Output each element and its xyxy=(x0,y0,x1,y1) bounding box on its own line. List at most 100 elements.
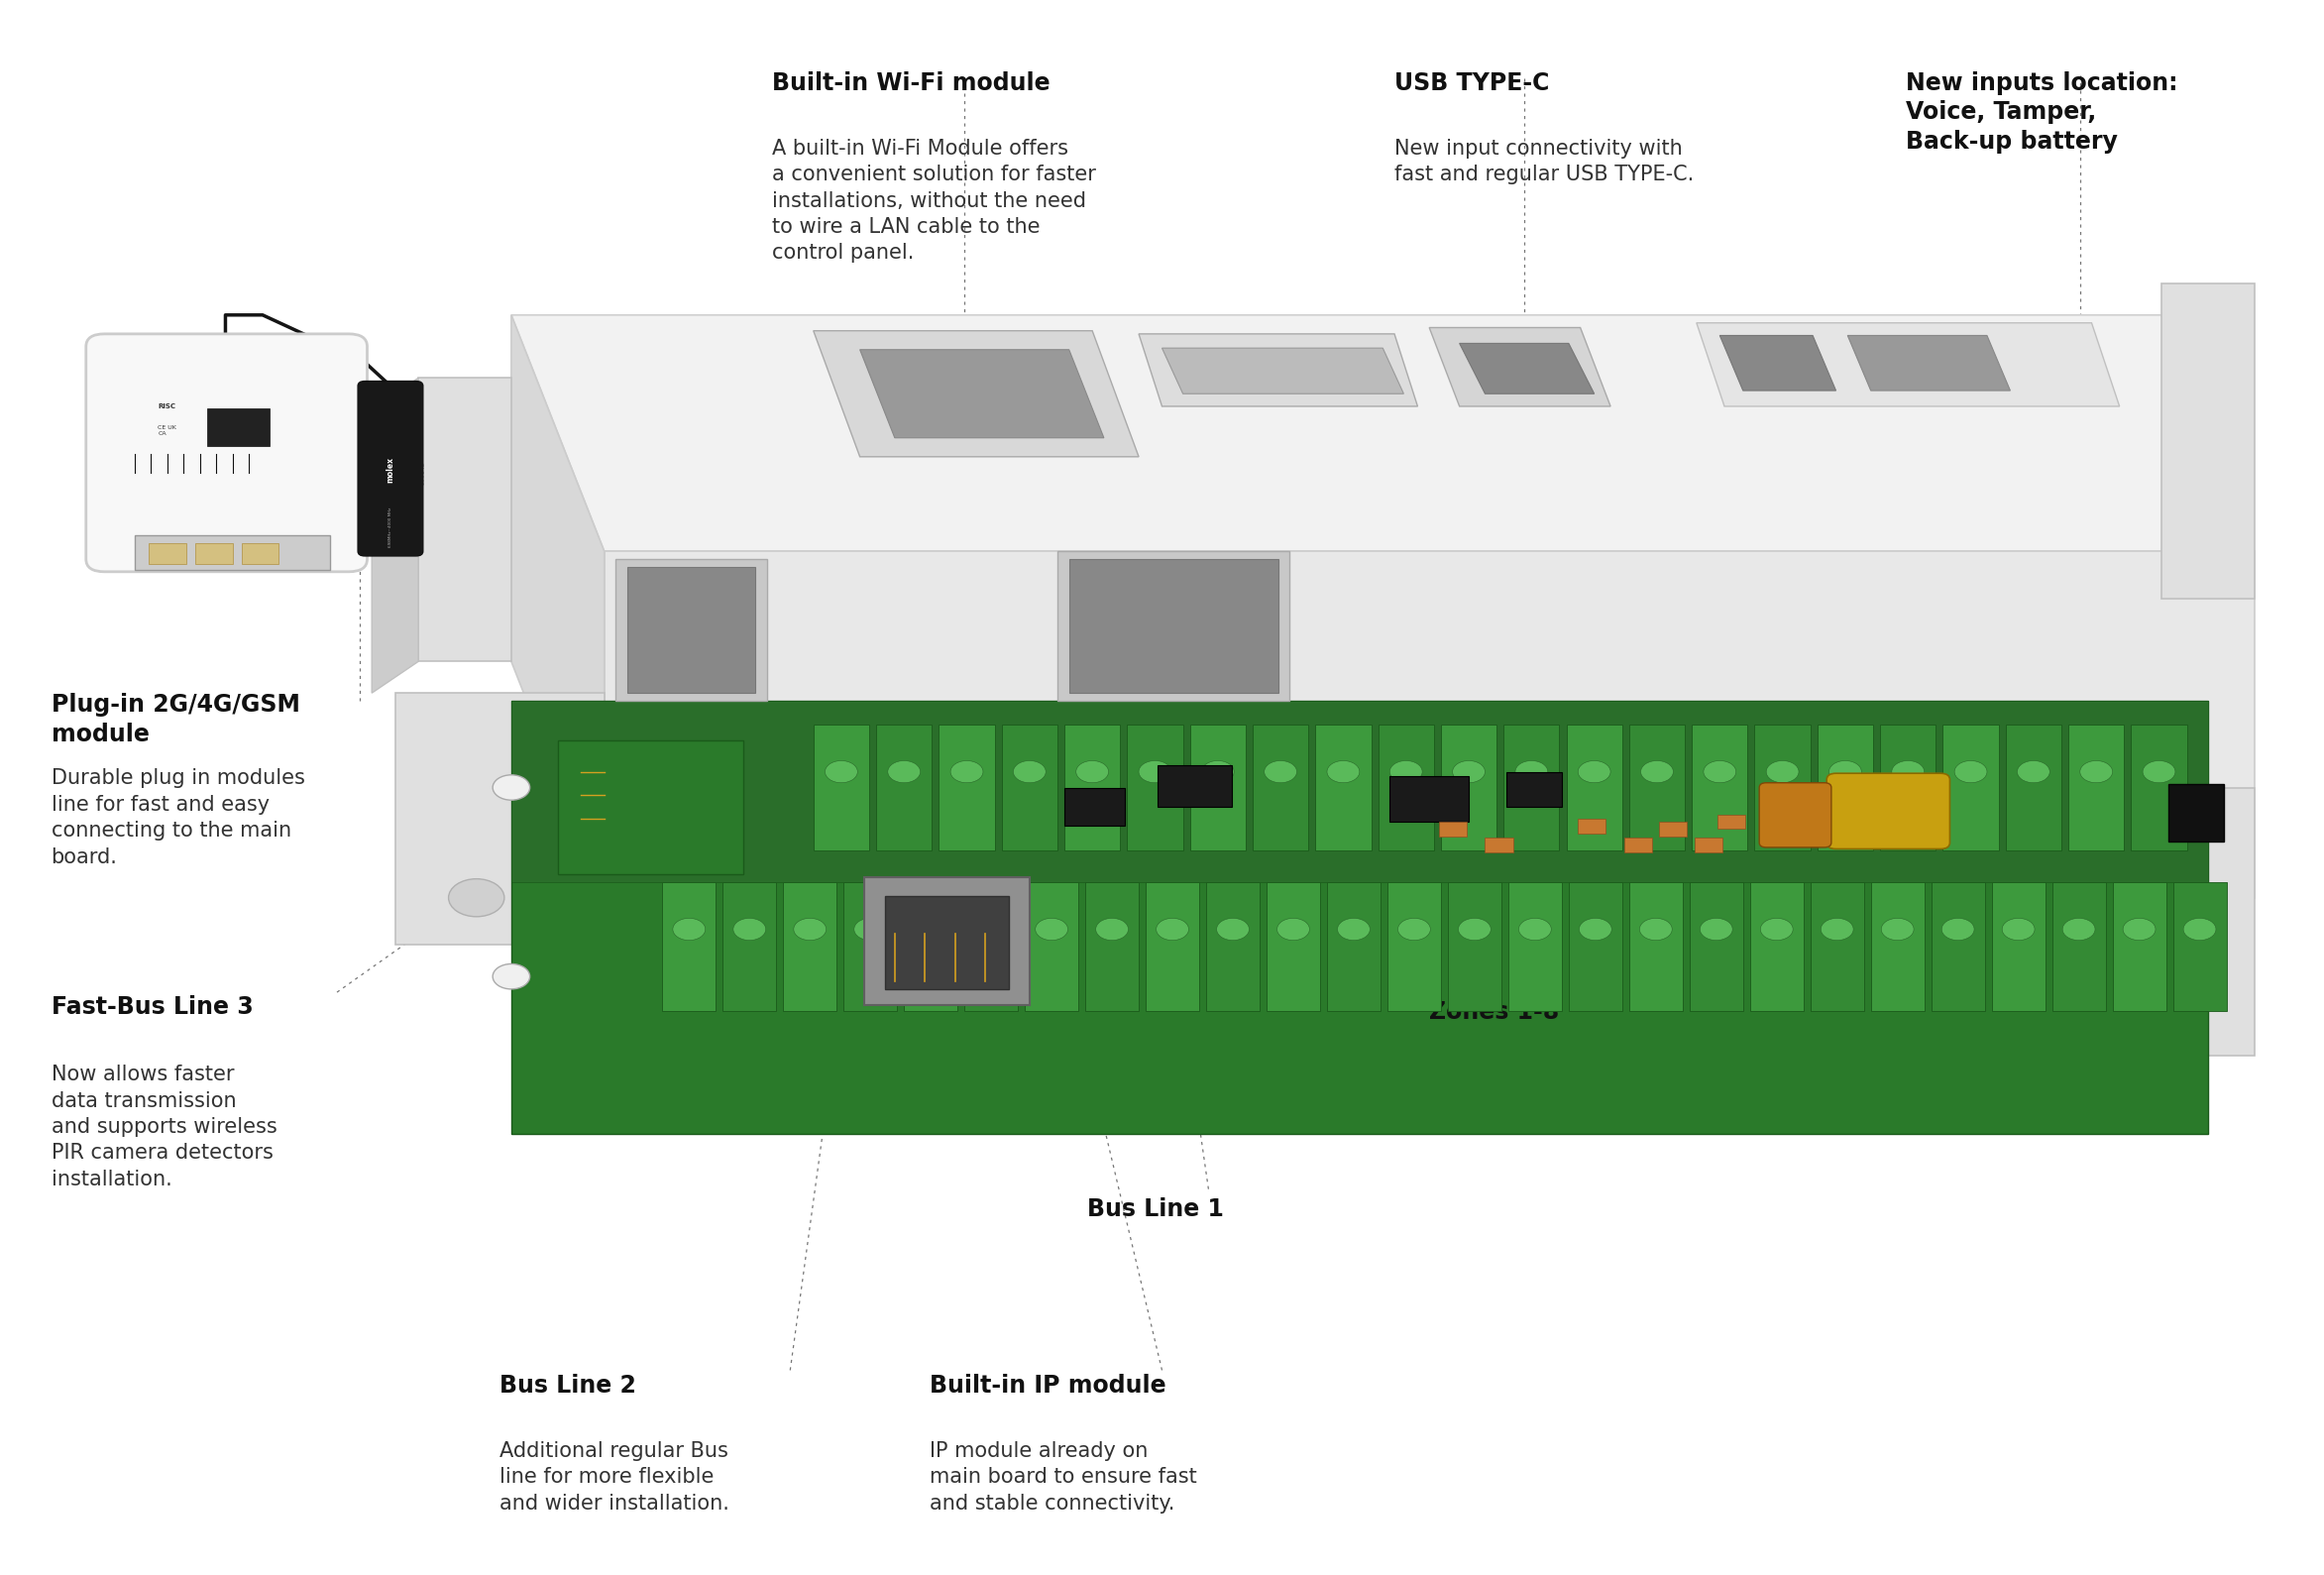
FancyBboxPatch shape xyxy=(1694,838,1722,852)
Polygon shape xyxy=(2161,284,2254,598)
Polygon shape xyxy=(1755,725,1810,851)
Polygon shape xyxy=(616,559,767,701)
Polygon shape xyxy=(876,725,932,851)
Polygon shape xyxy=(1085,882,1139,1011)
Circle shape xyxy=(976,918,1006,940)
Polygon shape xyxy=(1810,882,1864,1011)
FancyBboxPatch shape xyxy=(865,877,1030,1005)
Circle shape xyxy=(1515,761,1548,783)
Polygon shape xyxy=(1817,725,1873,851)
FancyBboxPatch shape xyxy=(149,543,186,564)
Circle shape xyxy=(1452,761,1485,783)
Circle shape xyxy=(1034,918,1067,940)
Polygon shape xyxy=(1692,725,1748,851)
Polygon shape xyxy=(904,882,957,1011)
Polygon shape xyxy=(2068,725,2124,851)
Polygon shape xyxy=(2113,882,2166,1011)
Circle shape xyxy=(1880,918,1913,940)
Polygon shape xyxy=(1569,882,1622,1011)
Circle shape xyxy=(674,918,706,940)
Polygon shape xyxy=(1629,882,1683,1011)
Circle shape xyxy=(1578,761,1611,783)
Polygon shape xyxy=(1880,725,1936,851)
Text: Plug-in 2G/4G/GSM
module: Plug-in 2G/4G/GSM module xyxy=(51,693,300,747)
Circle shape xyxy=(1202,761,1234,783)
Polygon shape xyxy=(1025,882,1078,1011)
Circle shape xyxy=(1076,761,1109,783)
Text: Built-in Wi-Fi module: Built-in Wi-Fi module xyxy=(772,71,1050,95)
FancyBboxPatch shape xyxy=(1157,765,1232,806)
Polygon shape xyxy=(511,701,2208,1134)
Polygon shape xyxy=(939,725,995,851)
Circle shape xyxy=(825,761,858,783)
FancyBboxPatch shape xyxy=(1390,776,1469,822)
Polygon shape xyxy=(1139,334,1418,406)
FancyBboxPatch shape xyxy=(1064,788,1125,825)
Polygon shape xyxy=(1508,882,1562,1011)
Polygon shape xyxy=(627,567,755,693)
Circle shape xyxy=(1520,918,1552,940)
Circle shape xyxy=(1390,761,1422,783)
Text: RISC: RISC xyxy=(158,403,177,410)
Polygon shape xyxy=(1750,882,1803,1011)
Polygon shape xyxy=(1992,882,2045,1011)
Polygon shape xyxy=(1848,335,2010,391)
FancyBboxPatch shape xyxy=(1759,783,1831,847)
Circle shape xyxy=(1941,918,1973,940)
Text: USB TYPE-C: USB TYPE-C xyxy=(1394,71,1550,95)
Circle shape xyxy=(1703,761,1736,783)
Circle shape xyxy=(2017,761,2050,783)
FancyBboxPatch shape xyxy=(1827,773,1950,849)
Polygon shape xyxy=(1629,725,1685,851)
Circle shape xyxy=(1264,761,1297,783)
Polygon shape xyxy=(1315,725,1371,851)
Circle shape xyxy=(1139,761,1171,783)
Circle shape xyxy=(734,918,767,940)
Circle shape xyxy=(1578,918,1611,940)
Polygon shape xyxy=(1931,882,1985,1011)
Polygon shape xyxy=(964,882,1018,1011)
Circle shape xyxy=(1276,918,1308,940)
Text: Zones 1-8: Zones 1-8 xyxy=(1429,1000,1559,1024)
Circle shape xyxy=(449,879,504,917)
Text: Now allows faster
data transmission
and supports wireless
PIR camera detectors
i: Now allows faster data transmission and … xyxy=(51,1065,277,1189)
Circle shape xyxy=(1327,761,1360,783)
Polygon shape xyxy=(395,693,604,945)
Polygon shape xyxy=(1429,328,1611,406)
Text: A built-in Wi-Fi Module offers
a convenient solution for faster
installations, w: A built-in Wi-Fi Module offers a conveni… xyxy=(772,139,1095,263)
Polygon shape xyxy=(1057,551,1290,701)
Circle shape xyxy=(913,918,946,940)
Circle shape xyxy=(1397,918,1429,940)
Polygon shape xyxy=(511,315,604,898)
Text: Fast-Bus Line 3: Fast-Bus Line 3 xyxy=(51,995,253,1019)
Polygon shape xyxy=(1064,725,1120,851)
Polygon shape xyxy=(511,701,2208,882)
Circle shape xyxy=(792,918,825,940)
FancyBboxPatch shape xyxy=(1485,838,1513,852)
Text: Additional regular Bus
line for more flexible
and wider installation.: Additional regular Bus line for more fle… xyxy=(500,1441,730,1514)
Polygon shape xyxy=(662,882,716,1011)
Circle shape xyxy=(1829,761,1862,783)
Polygon shape xyxy=(558,740,744,874)
Text: New input connectivity with
fast and regular USB TYPE-C.: New input connectivity with fast and reg… xyxy=(1394,139,1694,184)
Polygon shape xyxy=(783,882,837,1011)
Text: Bus Line 1: Bus Line 1 xyxy=(1088,1197,1225,1221)
Text: New inputs location:
Voice, Tamper,
Back-up battery: New inputs location: Voice, Tamper, Back… xyxy=(1906,71,2178,153)
Text: 698MHz~4000 MHz: 698MHz~4000 MHz xyxy=(388,507,393,548)
Polygon shape xyxy=(1127,725,1183,851)
Text: IP module already on
main board to ensure fast
and stable connectivity.: IP module already on main board to ensur… xyxy=(930,1441,1197,1514)
Polygon shape xyxy=(2161,788,2254,1055)
Polygon shape xyxy=(1697,323,2119,406)
Polygon shape xyxy=(860,350,1104,438)
Circle shape xyxy=(1954,761,1987,783)
Circle shape xyxy=(1459,918,1492,940)
Circle shape xyxy=(1638,918,1671,940)
FancyBboxPatch shape xyxy=(242,543,279,564)
Polygon shape xyxy=(1566,725,1622,851)
Polygon shape xyxy=(1206,882,1260,1011)
Polygon shape xyxy=(1720,335,1836,391)
Circle shape xyxy=(1013,761,1046,783)
FancyBboxPatch shape xyxy=(358,381,423,556)
Circle shape xyxy=(1155,918,1188,940)
Circle shape xyxy=(2185,918,2215,940)
